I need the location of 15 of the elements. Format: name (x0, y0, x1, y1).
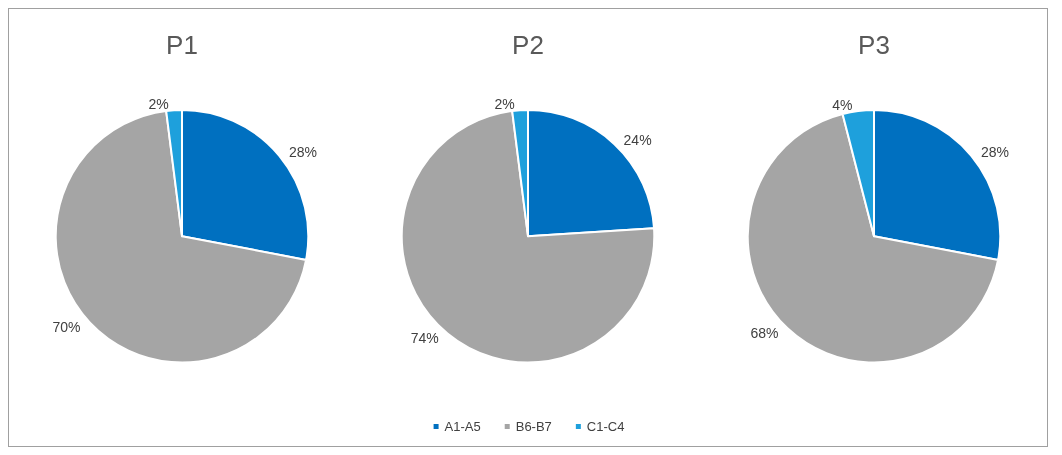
chart-title: P2 (512, 30, 544, 60)
data-label: 28% (980, 143, 1009, 160)
data-label: 74% (410, 330, 439, 347)
legend-label: C1-C4 (586, 419, 625, 434)
data-label: 68% (750, 324, 779, 341)
data-label: 24% (623, 131, 652, 148)
data-label: 2% (494, 96, 515, 113)
chart-title: P3 (858, 30, 890, 60)
data-label: 2% (148, 96, 169, 113)
data-label: 70% (52, 318, 81, 335)
data-label: 28% (288, 143, 317, 160)
chart-title: P1 (166, 30, 198, 60)
legend-label: B6-B7 (515, 419, 552, 434)
data-label: 4% (832, 96, 853, 113)
legend-label: A1-A5 (444, 419, 481, 434)
